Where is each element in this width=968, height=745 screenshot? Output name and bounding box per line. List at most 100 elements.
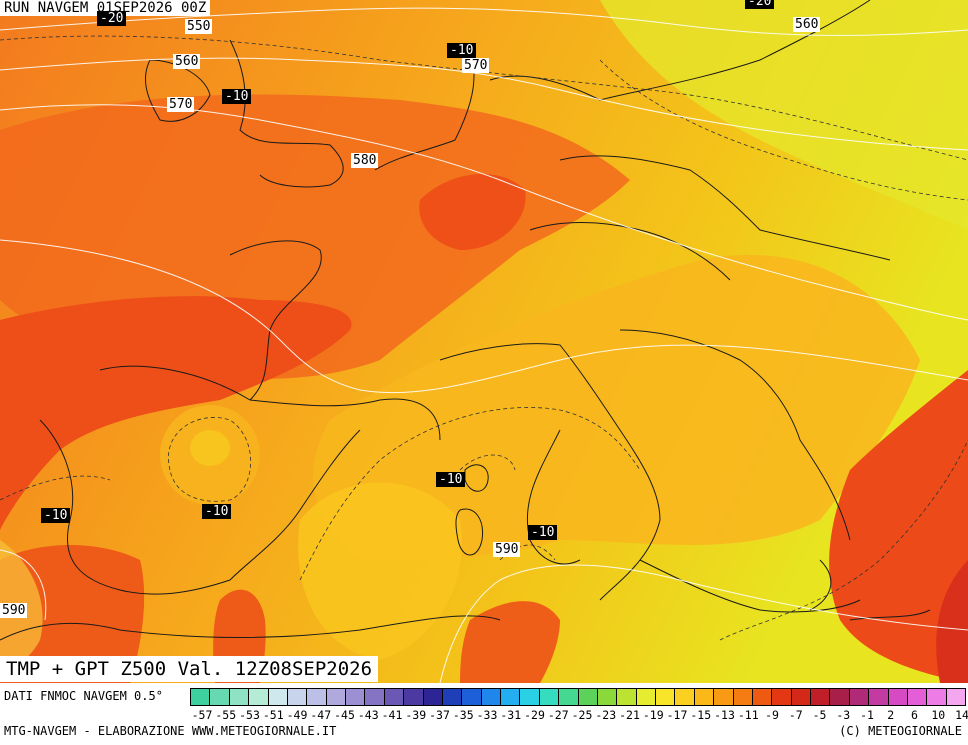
color-scale-label: -55 (215, 708, 237, 722)
color-scale-label: 2 (887, 708, 895, 722)
color-swatch (384, 689, 405, 705)
color-scale-label: -49 (286, 708, 308, 722)
color-swatch (501, 689, 521, 705)
color-scale-label: -31 (500, 708, 522, 722)
gpt-label-550: 550 (185, 19, 213, 34)
color-swatch (462, 689, 482, 705)
color-swatch (559, 689, 579, 705)
color-scale-label: -51 (262, 708, 284, 722)
gpt-label-590: 590 (0, 603, 28, 618)
tmp-label-minus10: -10 (528, 525, 558, 540)
color-scale-label: -45 (334, 708, 355, 722)
color-scale-label: -43 (357, 708, 379, 722)
color-scale-label: 6 (911, 708, 918, 722)
color-swatch (249, 689, 269, 705)
color-swatch (927, 689, 947, 705)
gpt-label-560: 560 (173, 54, 201, 69)
color-scale-label: -37 (429, 708, 450, 722)
run-title: RUN NAVGEM 01SEP2026 00Z (0, 0, 211, 16)
color-scale-label: -47 (310, 708, 332, 722)
gpt-label-560: 560 (793, 17, 821, 32)
color-swatch (656, 689, 676, 705)
color-swatch (849, 689, 870, 705)
color-scale (190, 688, 966, 706)
color-scale-label: -27 (547, 708, 569, 722)
color-swatch (791, 689, 811, 705)
color-swatch (675, 689, 695, 705)
color-swatch (229, 689, 250, 705)
color-swatch (307, 689, 327, 705)
tmp-label-minus10: -10 (222, 89, 252, 104)
data-source: DATI FNMOC NAVGEM 0.5° (4, 689, 163, 703)
color-swatch (733, 689, 753, 705)
color-scale-label: -57 (191, 708, 213, 722)
color-scale-labels: -57 -55 -53 -51 -49 -47 -45 -43 -41 -39 -37 -35 -33-… (190, 708, 968, 722)
color-swatch (326, 689, 346, 705)
color-scale-label: -33 (476, 708, 498, 722)
color-swatch (287, 689, 308, 705)
color-swatch (772, 689, 792, 705)
color-scale-label: -53 (239, 708, 260, 722)
gpt-label-580: 580 (351, 153, 379, 168)
color-scale-label: -11 (737, 708, 759, 722)
color-swatch (442, 689, 463, 705)
hot-core-benelux (419, 173, 526, 250)
color-swatch (830, 689, 850, 705)
color-swatch (636, 689, 656, 705)
tmp-label-minus10: -10 (447, 43, 477, 58)
color-scale-label: -29 (524, 708, 545, 722)
gpt-label-590: 590 (493, 542, 521, 557)
color-scale-label: 10 (931, 708, 946, 722)
tmp-label-minus10: -10 (436, 472, 466, 487)
color-scale-label: -39 (405, 708, 427, 722)
hot-area-iberia (0, 296, 352, 530)
color-swatch (597, 689, 618, 705)
color-scale-label: -25 (571, 708, 593, 722)
color-scale-label: 14 (955, 708, 968, 722)
color-swatch (404, 689, 424, 705)
color-swatch (578, 689, 598, 705)
color-swatch (907, 689, 928, 705)
color-scale-label: -5 (812, 708, 827, 722)
gpt-label-570: 570 (462, 58, 490, 73)
credit-left: MTG-NAVGEM - ELABORAZIONE WWW.METEOGIORN… (4, 724, 337, 738)
color-scale-label: -15 (690, 708, 712, 722)
color-scale-label: -1 (860, 708, 874, 722)
color-swatch (617, 689, 637, 705)
tmp-label-minus20: -20 (745, 0, 775, 9)
color-scale-label: -19 (642, 708, 664, 722)
color-swatch (346, 689, 366, 705)
color-scale-label: -35 (452, 708, 474, 722)
credit-right: (C) METEOGIORNALE (839, 724, 962, 738)
color-scale-label: -23 (595, 708, 617, 722)
color-swatch (694, 689, 715, 705)
hot-area-africa (460, 601, 560, 683)
color-swatch (423, 689, 443, 705)
color-swatch (191, 689, 211, 705)
warm-area-med (298, 482, 462, 660)
tmp-label-minus10: -10 (41, 508, 71, 523)
color-swatch (869, 689, 889, 705)
color-scale-label: -3 (836, 708, 851, 722)
color-swatch (210, 689, 230, 705)
tmp-label-minus20: -20 (97, 11, 127, 26)
temperature-map (0, 0, 968, 683)
color-swatch (539, 689, 560, 705)
color-swatch (365, 689, 385, 705)
color-swatch (268, 689, 288, 705)
color-swatch (752, 689, 773, 705)
gpt-label-570: 570 (167, 97, 195, 112)
color-swatch (714, 689, 734, 705)
cold-band (600, 0, 968, 230)
color-swatch (811, 689, 831, 705)
hot-area-southeast (829, 370, 968, 683)
color-scale-label: -41 (381, 708, 403, 722)
color-swatch (520, 689, 540, 705)
color-scale-label: -21 (619, 708, 640, 722)
color-scale-label: -7 (788, 708, 803, 722)
tmp-label-minus10: -10 (202, 504, 232, 519)
color-scale-label: -17 (666, 708, 688, 722)
color-scale-label: -13 (714, 708, 735, 722)
color-swatch (888, 689, 908, 705)
color-scale-label: -9 (765, 708, 779, 722)
